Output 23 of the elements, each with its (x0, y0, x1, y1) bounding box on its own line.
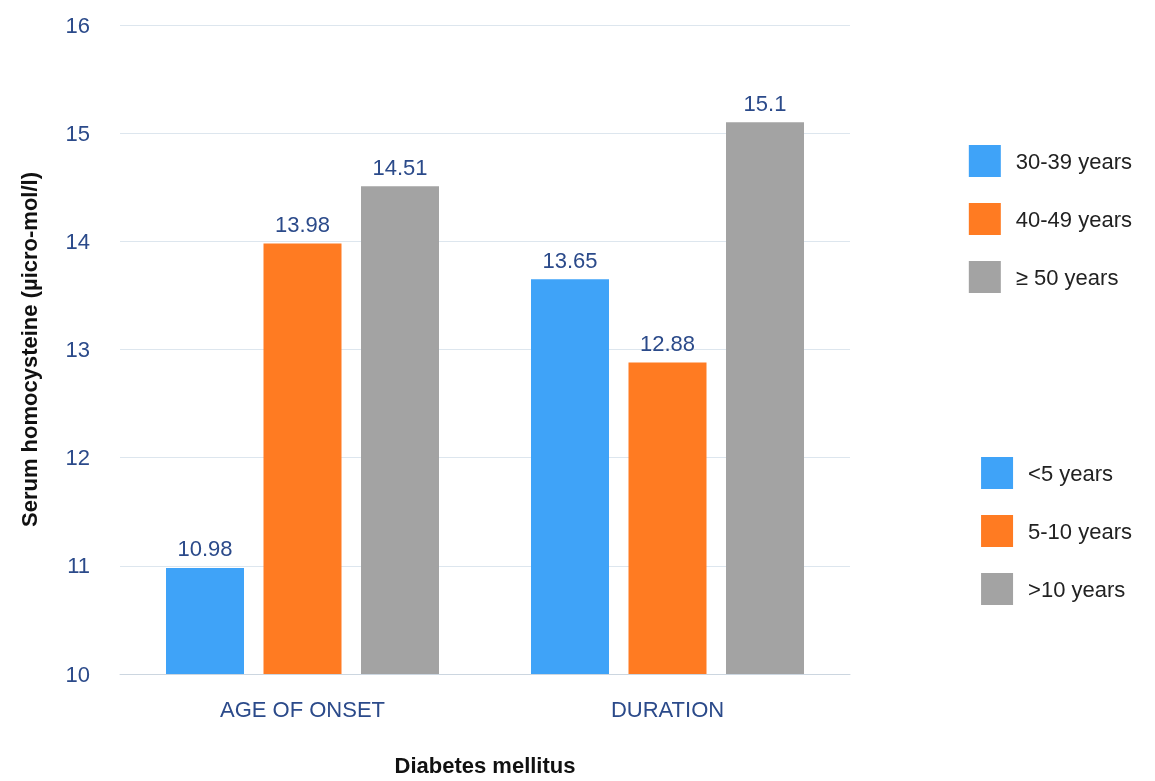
legend-label: 40-49 years (1015, 206, 1133, 232)
y-axis-title: Serum homocysteine (µicro-mol/l) (16, 172, 42, 527)
data-label: 15.1 (743, 90, 787, 116)
legend-label: >10 years (1028, 576, 1126, 602)
data-label: 10.98 (177, 536, 233, 562)
x-axis-title: Diabetes mellitus (394, 752, 576, 778)
data-label: 12.88 (639, 330, 696, 356)
y-tick-label: 15 (65, 120, 90, 146)
x-tick-label: DURATION (610, 696, 725, 722)
legend-label: 30-39 years (1015, 148, 1133, 174)
data-label: 14.51 (372, 154, 428, 180)
y-tick-label: 14 (65, 228, 90, 254)
data-label: 13.65 (542, 247, 598, 273)
data-label: 13.98 (274, 212, 331, 237)
y-tick-label: 12 (65, 445, 90, 471)
legend-label: <5 years (1028, 460, 1114, 486)
legend-label: 5-10 years (1028, 518, 1133, 544)
y-tick-label: 16 (65, 12, 90, 38)
x-tick-label: AGE OF ONSET (219, 696, 386, 722)
y-tick-label: 13 (65, 337, 90, 362)
y-tick-label: 11 (67, 553, 90, 579)
y-tick-label: 10 (65, 661, 90, 687)
legend-label: ≥ 50 years (1015, 264, 1119, 290)
